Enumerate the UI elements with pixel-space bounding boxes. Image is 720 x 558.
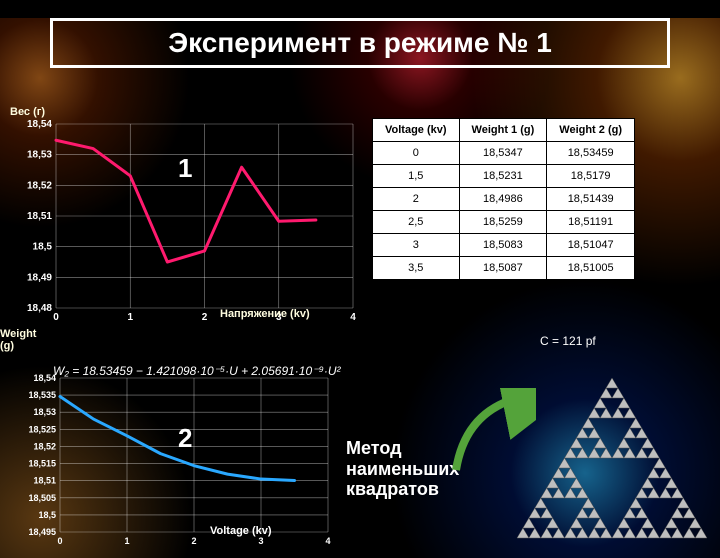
least-squares-label: Методнаименьшихквадратов — [346, 438, 459, 500]
table-cell: 18,5231 — [459, 165, 547, 188]
table-row: 018,534718,53459 — [373, 142, 635, 165]
svg-text:1: 1 — [124, 536, 129, 546]
svg-text:2: 2 — [191, 536, 196, 546]
table-cell: 18,4986 — [459, 188, 547, 211]
table-row: 2,518,525918,51191 — [373, 211, 635, 234]
svg-text:18,49: 18,49 — [27, 272, 52, 283]
svg-text:1: 1 — [127, 312, 133, 323]
table-cell: 18,5087 — [459, 257, 547, 280]
svg-text:18,52: 18,52 — [33, 441, 56, 451]
chart-2: 18,495 18,5 18,505 18,51 18,515 18,52 18,525 18… — [8, 374, 338, 552]
table-cell: 1,5 — [373, 165, 460, 188]
chart1-y-axis-label: Вес (г) — [10, 106, 45, 118]
table-cell: 0 — [373, 142, 460, 165]
page-title: Эксперимент в режиме № 1 — [57, 27, 663, 59]
svg-text:18,54: 18,54 — [27, 119, 52, 130]
table-header: Weight 2 (g) — [547, 119, 635, 142]
table-cell: 3 — [373, 234, 460, 257]
svg-text:18,5: 18,5 — [38, 510, 56, 520]
chart-1: 18,4818,4918,518,5118,5218,5318,5401234 — [8, 118, 363, 328]
svg-text:18,52: 18,52 — [27, 180, 52, 191]
table-cell: 18,5259 — [459, 211, 547, 234]
table-cell: 2,5 — [373, 211, 460, 234]
svg-text:0: 0 — [57, 536, 62, 546]
table-header: Voltage (kv) — [373, 119, 460, 142]
svg-text:18,51: 18,51 — [27, 211, 52, 222]
svg-text:18,525: 18,525 — [28, 424, 56, 434]
table-cell: 18,51005 — [547, 257, 635, 280]
table-cell: 18,5347 — [459, 142, 547, 165]
series-2-label: 2 — [178, 423, 192, 454]
capacitance-label: C = 121 pf — [540, 334, 596, 348]
chart1-x-axis-label: Напряжение (kv) — [220, 308, 310, 320]
table-cell: 3,5 — [373, 257, 460, 280]
chart2-y-axis-label: Weight (g) — [0, 328, 50, 352]
table-header: Weight 1 (g) — [459, 119, 547, 142]
table-row: 218,498618,51439 — [373, 188, 635, 211]
svg-text:18,48: 18,48 — [27, 303, 52, 314]
svg-text:18,505: 18,505 — [28, 493, 56, 503]
svg-text:4: 4 — [350, 312, 356, 323]
table-cell: 2 — [373, 188, 460, 211]
svg-text:18,515: 18,515 — [28, 459, 56, 469]
svg-text:18,5: 18,5 — [33, 242, 53, 253]
svg-text:18,53: 18,53 — [27, 150, 52, 161]
table-row: 318,508318,51047 — [373, 234, 635, 257]
svg-text:0: 0 — [53, 312, 59, 323]
pyramid-graphic — [512, 373, 712, 543]
svg-text:18,51: 18,51 — [33, 476, 56, 486]
svg-text:18,535: 18,535 — [28, 390, 56, 400]
svg-text:18,54: 18,54 — [33, 374, 56, 383]
svg-text:18,53: 18,53 — [33, 407, 56, 417]
table-cell: 18,51047 — [547, 234, 635, 257]
table-cell: 18,51191 — [547, 211, 635, 234]
table-cell: 18,5179 — [547, 165, 635, 188]
chart2-x-axis-label: Voltage (kv) — [210, 525, 272, 537]
title-frame: Эксперимент в режиме № 1 — [50, 18, 670, 68]
table-cell: 18,53459 — [547, 142, 635, 165]
table-cell: 18,5083 — [459, 234, 547, 257]
table-cell: 18,51439 — [547, 188, 635, 211]
svg-text:3: 3 — [258, 536, 263, 546]
table-row: 3,518,508718,51005 — [373, 257, 635, 280]
table-row: 1,518,523118,5179 — [373, 165, 635, 188]
series-1-label: 1 — [178, 153, 192, 184]
data-table: Voltage (kv)Weight 1 (g)Weight 2 (g) 018… — [372, 118, 635, 280]
svg-text:18,495: 18,495 — [28, 527, 56, 537]
svg-text:4: 4 — [325, 536, 330, 546]
svg-text:2: 2 — [202, 312, 208, 323]
